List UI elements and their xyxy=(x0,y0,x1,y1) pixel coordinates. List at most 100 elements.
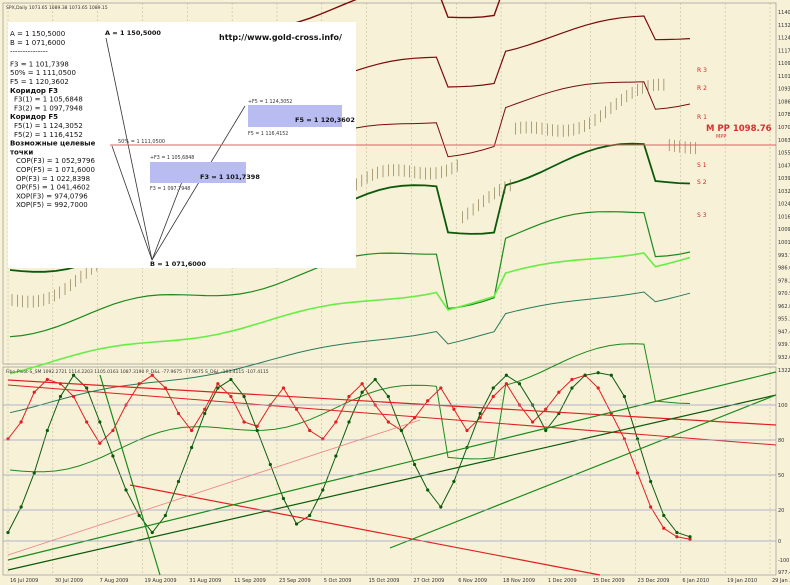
point-b-label: B = 1 071,6000 xyxy=(150,260,206,268)
price-tick-label: 1109.4 xyxy=(778,61,790,67)
fibo-info-line: A = 1 150,5000 xyxy=(10,30,65,38)
oscillator-trend-line xyxy=(7,384,777,446)
oscillator-green-point xyxy=(517,382,522,386)
oscillator-tick-label: 100 xyxy=(778,403,788,409)
oscillator-tick-label: 1322.4 xyxy=(778,368,790,374)
fibo-info-line: 50% = 1 111,0500 xyxy=(10,69,76,77)
oscillator-red-point xyxy=(176,411,181,416)
price-tick-label: 1078.5 xyxy=(778,112,790,118)
oscillator-red-point xyxy=(570,377,574,382)
point-a-label: A = 1 150,5000 xyxy=(105,29,161,37)
oscillator-green-point xyxy=(321,488,325,492)
oscillator-green-point xyxy=(58,394,63,399)
price-tick-label: 955.1 xyxy=(778,317,790,323)
oscillator-axis: 1322.4 100 80 50 20 0 -100 977.4 xyxy=(3,368,790,576)
oscillator-green-point xyxy=(583,373,587,377)
oscillator-green-point xyxy=(399,428,404,433)
oscillator-green-point xyxy=(452,479,456,484)
oscillator-red-point xyxy=(294,407,299,411)
price-tick-label: 1039.9 xyxy=(778,176,790,182)
price-tick-label: 1063.1 xyxy=(778,138,790,144)
fibo-info-line: F5(1) = 1 124,3052 xyxy=(14,122,83,130)
oscillator-red-point xyxy=(216,382,220,386)
oscillator-red-point xyxy=(635,471,640,475)
oscillator-green-point xyxy=(662,513,666,518)
date-tick-label: 31 Aug 2009 xyxy=(189,578,221,584)
oscillator-trend-line xyxy=(7,371,777,561)
oscillator-tick-label: 80 xyxy=(778,438,784,444)
price-tick-label: 1140.0 xyxy=(778,10,790,16)
oscillator-green-point xyxy=(373,377,377,382)
price-axis: 1140.0 1132.5 1124.8 1117.1 1109.4 1101.6 1093… xyxy=(778,10,790,361)
oscillator-red-point xyxy=(439,386,443,390)
channel-line xyxy=(9,252,691,375)
oscillator-red-point xyxy=(531,420,535,424)
date-tick-label: 1 Dec 2009 xyxy=(548,578,577,584)
oscillator-green-point xyxy=(163,513,167,518)
oscillator-red-point xyxy=(19,420,23,424)
f3-mid-label: F3 = 1 101,7398 xyxy=(200,173,260,181)
channel-line xyxy=(9,291,691,414)
price-tick-label: 1101.6 xyxy=(778,74,790,80)
oscillator-red-point xyxy=(45,377,49,382)
oscillator-tick-label: -100 xyxy=(778,558,789,564)
date-tick-label: 27 Oct 2009 xyxy=(413,578,444,584)
oscillator-red-point xyxy=(308,428,312,433)
oscillator-green-point xyxy=(426,488,430,492)
oscillator-green-point xyxy=(190,445,194,450)
f3-corridor-box xyxy=(150,162,246,183)
oscillator-green-point xyxy=(622,394,627,399)
oscillator-green-point xyxy=(32,471,36,475)
oscillator-green-point xyxy=(675,530,679,535)
vertical-gridlines xyxy=(7,3,771,575)
price-tick-label: 1016.8 xyxy=(778,214,790,220)
date-tick-label: 16 Jul 2009 xyxy=(10,578,38,584)
oscillator-red-point xyxy=(596,386,600,390)
price-tick-label: 978.2 xyxy=(778,278,790,284)
oscillator-red-point xyxy=(649,505,653,509)
oscillator-red-point xyxy=(137,382,141,386)
date-tick-label: 19 Aug 2009 xyxy=(144,578,176,584)
fibo-info-line: XOP(F3) = 974,0796 xyxy=(16,192,88,200)
date-tick-label: 6 Jan 2010 xyxy=(682,578,709,584)
oscillator-red-point xyxy=(557,390,561,394)
date-tick-label: 18 Nov 2009 xyxy=(503,578,535,584)
oscillator-tick-label: 50 xyxy=(778,473,784,479)
site-url[interactable]: http://www.gold-cross.info/ xyxy=(219,33,342,42)
fibo-info-line: точки xyxy=(10,148,33,156)
price-tick-label: 1009.1 xyxy=(778,227,790,233)
oscillator-green-point xyxy=(98,420,102,424)
fibo-info-line: F5(2) = 1 116,4152 xyxy=(14,131,83,139)
f5-mid-label: F5 = 1 120,3602 xyxy=(295,116,355,124)
oscillator-red-point xyxy=(360,382,364,386)
oscillator-red-point xyxy=(675,535,679,539)
price-tick-label: 1055.4 xyxy=(778,151,790,157)
oscillator-red-point xyxy=(347,394,351,399)
date-tick-label: 23 Dec 2009 xyxy=(638,578,670,584)
oscillator-green-point xyxy=(216,386,220,390)
fibo-info-line: B = 1 071,6000 xyxy=(10,39,65,47)
oscillator-red-point xyxy=(203,407,207,411)
date-tick-label: 11 Sep 2009 xyxy=(234,578,266,584)
price-tick-label: 1047.6 xyxy=(778,163,790,169)
oscillator-green-point xyxy=(45,428,49,433)
oscillator-green-point xyxy=(491,386,495,390)
oscillator-green-point xyxy=(347,420,351,424)
oscillator-green-point xyxy=(268,462,272,467)
price-tick-label: 1117.1 xyxy=(778,48,790,54)
oscillator-green-point xyxy=(150,530,154,535)
date-tick-label: 23 Sep 2009 xyxy=(279,578,311,584)
oscillator-green-point xyxy=(111,454,115,458)
oscillator-green-point xyxy=(19,505,23,509)
price-title: SPX,Daily 1073.65 1089.38 1073.65 1089.1… xyxy=(6,5,108,11)
fan-line-50 xyxy=(111,145,153,261)
oscillator-red-point xyxy=(452,407,456,411)
oscillator-red-point xyxy=(111,428,115,433)
price-tick-label: 947.4 xyxy=(778,329,790,335)
fibo-info-line: --------------- xyxy=(10,48,48,56)
oscillator-tick-label: 20 xyxy=(778,508,784,514)
oscillator-green-point xyxy=(85,386,89,390)
oscillator-green-point xyxy=(688,535,692,539)
